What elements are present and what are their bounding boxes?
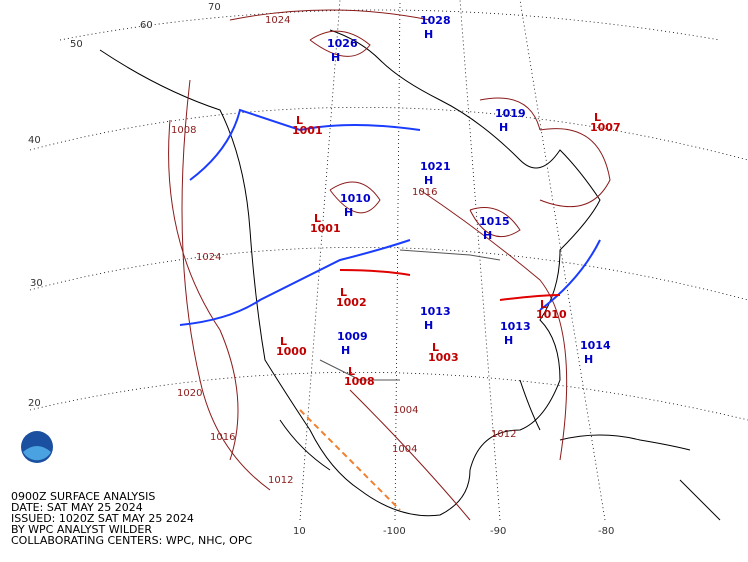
isobar bbox=[168, 119, 239, 461]
isobar-label: 1012 bbox=[268, 475, 293, 486]
low-symbol: L bbox=[340, 286, 347, 299]
low-pressure-value: 1001 bbox=[310, 222, 341, 235]
high-symbol: H bbox=[584, 353, 593, 366]
isobar-label: 1004 bbox=[392, 444, 417, 455]
isobar-label: 1020 bbox=[177, 388, 202, 399]
isobar-label: 1012 bbox=[491, 429, 516, 440]
graticule bbox=[29, 0, 748, 521]
caption-line: ISSUED: 1020Z SAT MAY 25 2024 bbox=[11, 512, 194, 525]
low-pressure-value: 1008 bbox=[344, 375, 375, 388]
latitude-label: 50 bbox=[70, 39, 83, 50]
latitude-label: 60 bbox=[140, 20, 153, 31]
low-symbol: L bbox=[296, 114, 303, 127]
high-pressure-value: 1013 bbox=[420, 305, 451, 318]
isobars bbox=[168, 9, 611, 521]
high-symbol: H bbox=[341, 344, 350, 357]
longitude-label: 10 bbox=[293, 526, 306, 537]
high-pressure-value: 1019 bbox=[495, 107, 526, 120]
low-pressure-value: 1000 bbox=[276, 345, 307, 358]
coastline bbox=[99, 29, 601, 517]
high-pressure-value: 1021 bbox=[420, 160, 451, 173]
high-symbol: H bbox=[499, 121, 508, 134]
isobar bbox=[469, 207, 521, 238]
low-symbol: L bbox=[280, 335, 287, 348]
low-symbol: L bbox=[348, 365, 355, 378]
warm-front bbox=[339, 269, 411, 276]
isobar-label: 1024 bbox=[196, 252, 221, 263]
coastline bbox=[679, 479, 721, 521]
coastlines bbox=[99, 29, 721, 521]
meridian bbox=[459, 0, 501, 521]
high-symbol: H bbox=[483, 229, 492, 242]
low-pressure-value: 1010 bbox=[536, 308, 567, 321]
caption-line: COLLABORATING CENTERS: WPC, NHC, OPC bbox=[11, 534, 252, 547]
low-symbol: L bbox=[314, 212, 321, 225]
high-pressure-value: 1013 bbox=[500, 320, 531, 333]
longitude-label: -90 bbox=[490, 526, 506, 537]
isobar-label: 1016 bbox=[412, 187, 437, 198]
logo-wave bbox=[23, 446, 51, 461]
isobar bbox=[329, 181, 381, 214]
longitude-label: -100 bbox=[383, 526, 406, 537]
longitude-label: -80 bbox=[598, 526, 614, 537]
high-pressure-value: 1026 bbox=[327, 37, 358, 50]
isobar bbox=[181, 79, 271, 491]
parallel bbox=[29, 371, 748, 421]
isobar bbox=[419, 189, 568, 461]
parallel bbox=[59, 9, 721, 41]
low-pressure-value: 1007 bbox=[590, 121, 621, 134]
isobar bbox=[539, 128, 611, 208]
border bbox=[319, 359, 400, 381]
high-symbol: H bbox=[331, 51, 340, 64]
caption-line: BY WPC ANALYST WILDER bbox=[11, 523, 152, 536]
fronts bbox=[179, 108, 601, 511]
noaa-logo bbox=[21, 431, 53, 463]
coastline bbox=[279, 419, 331, 471]
high-symbol: H bbox=[504, 334, 513, 347]
high-pressure-value: 1014 bbox=[580, 339, 611, 352]
low-pressure-value: 1003 bbox=[428, 351, 459, 364]
isobar bbox=[229, 9, 431, 21]
caption-line: DATE: SAT MAY 25 2024 bbox=[11, 501, 143, 514]
high-pressure-value: 1028 bbox=[420, 14, 451, 27]
high-pressure-value: 1015 bbox=[479, 215, 510, 228]
isobar-label: 1016 bbox=[210, 432, 235, 443]
coastline bbox=[519, 379, 541, 431]
cold-front bbox=[539, 239, 601, 311]
border bbox=[399, 249, 501, 261]
low-symbol: L bbox=[594, 111, 601, 124]
low-pressure-value: 1002 bbox=[336, 296, 367, 309]
cold-front bbox=[179, 239, 411, 326]
low-symbol: L bbox=[540, 298, 547, 311]
isobar bbox=[349, 389, 471, 521]
low-pressure-value: 1001 bbox=[292, 124, 323, 137]
high-symbol: H bbox=[424, 28, 433, 41]
warm-front bbox=[499, 294, 561, 301]
high-symbol: H bbox=[424, 174, 433, 187]
coastline bbox=[559, 434, 691, 451]
high-symbol: H bbox=[344, 206, 353, 219]
isobar bbox=[309, 30, 371, 57]
meridian bbox=[394, 0, 401, 521]
latitude-label: 20 bbox=[28, 398, 41, 409]
low-symbol: L bbox=[432, 341, 439, 354]
high-pressure-value: 1009 bbox=[337, 330, 368, 343]
isobar-label: 1004 bbox=[393, 405, 418, 416]
isobar-label: 1008 bbox=[171, 125, 196, 136]
isobar bbox=[479, 97, 541, 131]
latitude-label: 30 bbox=[30, 278, 43, 289]
isobar-label: 1024 bbox=[265, 15, 290, 26]
latitude-label: 70 bbox=[208, 2, 221, 13]
latitude-label: 40 bbox=[28, 135, 41, 146]
parallel bbox=[29, 106, 748, 161]
high-symbol: H bbox=[424, 319, 433, 332]
caption-line: 0900Z SURFACE ANALYSIS bbox=[11, 490, 155, 503]
meridian bbox=[299, 0, 341, 521]
high-pressure-value: 1010 bbox=[340, 192, 371, 205]
cold-front bbox=[189, 108, 421, 181]
parallel bbox=[29, 246, 748, 301]
